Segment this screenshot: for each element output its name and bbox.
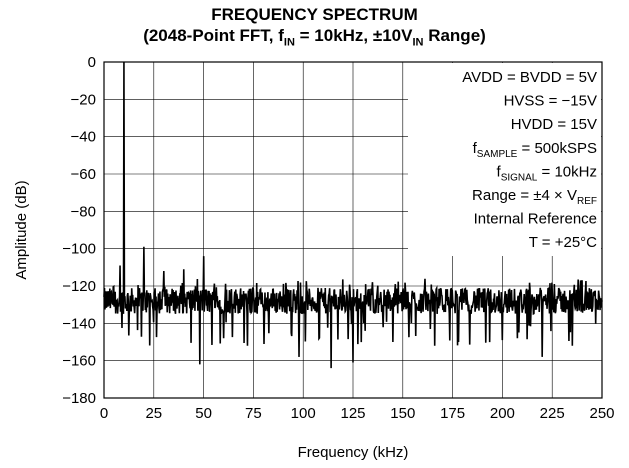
condition-line: T = +25°C [529,234,597,251]
y-tick-label: 0 [88,54,96,71]
condition-line: Internal Reference [474,211,597,228]
condition-line: AVDD = BVDD = 5V [462,69,597,86]
subtitle-sub-1: IN [283,36,295,49]
condition-line: HVSS = −15V [504,93,597,110]
condition-line: fSIGNAL = 10kHz [497,163,597,183]
x-tick-label: 100 [291,405,316,422]
x-tick-label: 0 [100,405,108,422]
subtitle-prefix: (2048-Point FFT, f [143,26,284,45]
subtitle-suffix: Range) [423,26,486,45]
y-tick-label: −180 [62,390,96,407]
y-tick-label: −120 [62,278,96,295]
subtitle-sub-2: IN [412,36,424,49]
spectrum-series [103,61,603,369]
x-tick-label: 150 [390,405,415,422]
x-axis-ticks: 0 25 50 75 100 125 150 175 200 225 250 [100,405,615,422]
y-tick-label: −100 [62,241,96,258]
x-tick-label: 75 [245,405,262,422]
x-tick-label: 25 [145,405,162,422]
condition-line: HVDD = 15V [511,116,597,133]
x-tick-label: 50 [195,405,212,422]
x-tick-label: 125 [340,405,365,422]
y-tick-label: −160 [62,353,96,370]
spectrum-line [103,61,603,369]
y-tick-label: −20 [71,91,96,108]
chart-subtitle: (2048-Point FFT, fIN = 10kHz, ±10VIN Ran… [0,26,629,52]
y-axis-label: Amplitude (dB) [13,180,30,279]
x-tick-label: 250 [589,405,614,422]
x-tick-label: 225 [540,405,565,422]
condition-line: fSAMPLE = 500kSPS [473,140,597,160]
x-axis-label: Frequency (kHz) [298,444,409,461]
subtitle-middle: = 10kHz, ±10V [294,26,413,45]
x-tick-label: 175 [440,405,465,422]
y-tick-label: −40 [71,129,96,146]
y-tick-label: −140 [62,315,96,332]
chart-title: FREQUENCY SPECTRUM [211,5,418,24]
condition-line: Range = ±4 × VREF [472,187,597,207]
y-axis-ticks: 0 −20 −40 −60 −80 −100 −120 −140 −160 −180 [62,54,96,407]
conditions-box: AVDD = BVDD = 5V HVSS = −15V HVDD = 15V fSA… [408,63,601,256]
y-tick-label: −60 [71,166,96,183]
y-tick-label: −80 [71,203,96,220]
x-tick-label: 200 [490,405,515,422]
conditions-box-bg [408,63,601,256]
